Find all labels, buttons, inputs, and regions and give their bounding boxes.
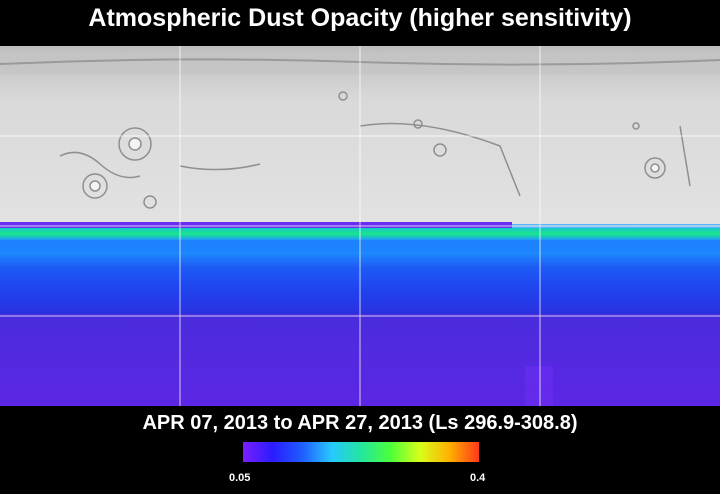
- canyon: [179, 163, 261, 171]
- overlay-band: [0, 222, 512, 228]
- surface-features: [59, 91, 691, 209]
- crater: [338, 91, 348, 101]
- mars-dust-map: [0, 46, 720, 406]
- crater: [632, 122, 640, 130]
- overlay-patch: [525, 366, 553, 406]
- map-canvas: [0, 46, 720, 406]
- colorbar-min-label: 0.05: [229, 472, 251, 484]
- canyon: [359, 122, 521, 197]
- crater: [143, 195, 157, 209]
- colorbar-gradient: [243, 442, 479, 462]
- crater: [433, 143, 447, 157]
- colorbar: [243, 442, 479, 462]
- crater: [644, 157, 666, 179]
- crater: [118, 127, 152, 161]
- canyon: [59, 151, 141, 179]
- colorbar-max-label: 0.4: [470, 472, 486, 484]
- crater: [82, 173, 108, 199]
- lat-lon-grid: [0, 46, 720, 406]
- map-title: Atmospheric Dust Opacity (higher sensiti…: [88, 4, 632, 32]
- crater: [650, 163, 660, 173]
- crater: [128, 137, 142, 151]
- crater: [89, 180, 101, 192]
- date-range-label: APR 07, 2013 to APR 27, 2013 (Ls 296.9-3…: [142, 412, 578, 434]
